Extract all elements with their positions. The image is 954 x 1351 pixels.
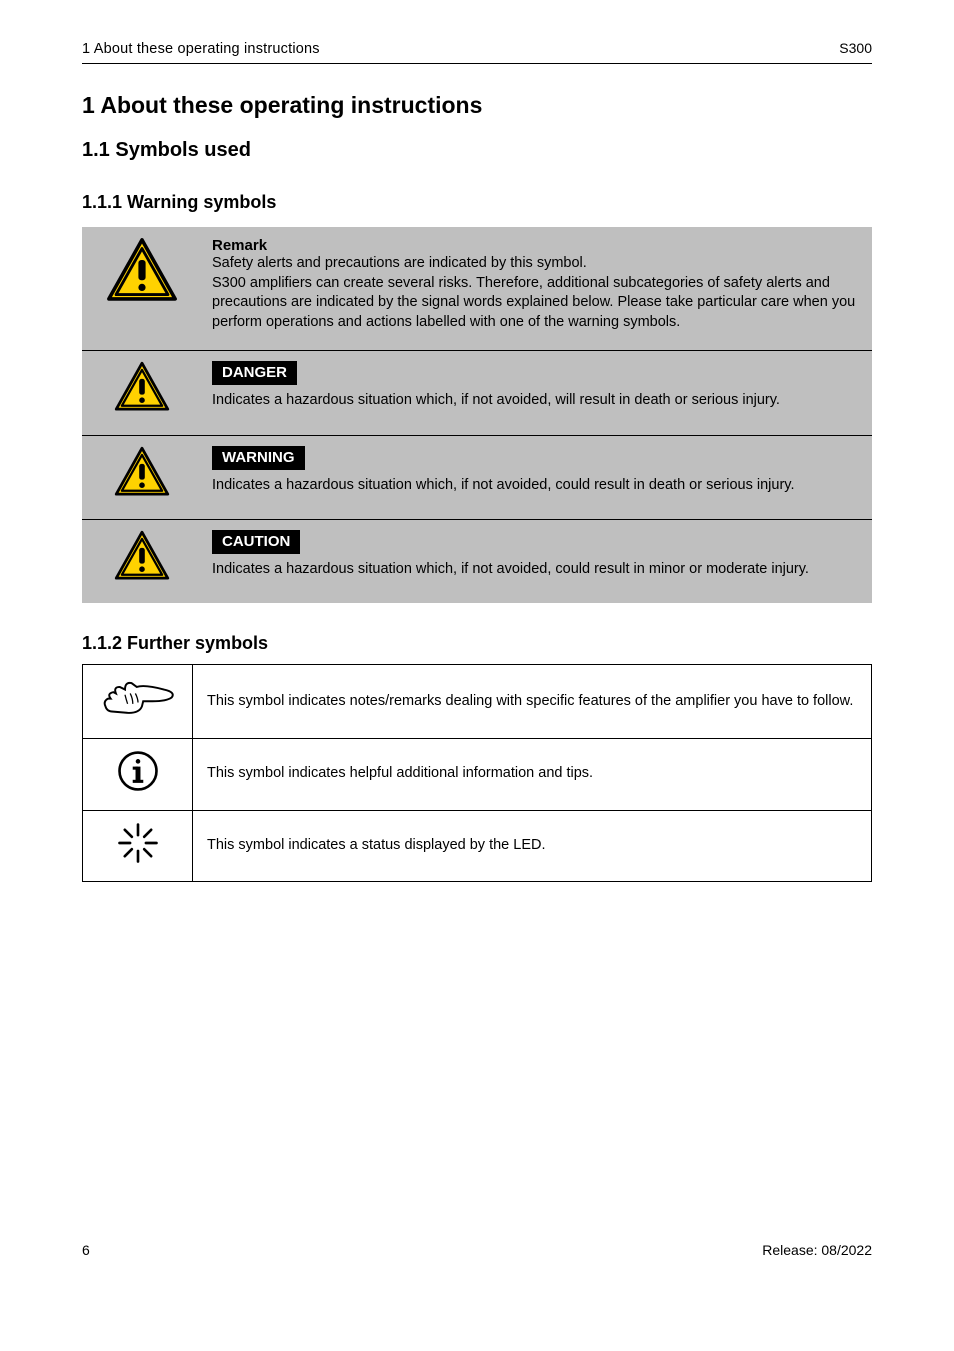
safety-row-title: Remark: [212, 237, 862, 254]
further-row: This symbol indicates notes/remarks deal…: [83, 665, 872, 739]
further-text-cell: This symbol indicates a status displayed…: [193, 810, 872, 882]
severity-badge: CAUTION: [212, 530, 300, 554]
safety-row: CAUTION Indicates a hazardous situation w…: [82, 520, 872, 604]
severity-badge: WARNING: [212, 446, 305, 470]
safety-table-body: RemarkSafety alerts and precautions are …: [82, 227, 872, 603]
safety-table: RemarkSafety alerts and precautions are …: [82, 227, 872, 603]
further-table: This symbol indicates notes/remarks deal…: [82, 664, 872, 882]
warning-triangle-icon: [114, 446, 170, 496]
safety-text-cell: CAUTION Indicates a hazardous situation w…: [202, 520, 872, 604]
further-text-cell: This symbol indicates notes/remarks deal…: [193, 665, 872, 739]
further-icon-cell: [83, 738, 193, 810]
info-icon: [116, 749, 160, 793]
further-text-cell: This symbol indicates helpful additional…: [193, 738, 872, 810]
severity-badge: DANGER: [212, 361, 297, 385]
subsection-title: 1.1 Symbols used: [82, 139, 872, 162]
further-heading: 1.1.2 Further symbols: [82, 633, 872, 654]
safety-text-cell: DANGER Indicates a hazardous situation wh…: [202, 351, 872, 435]
safety-icon-cell: [82, 435, 202, 519]
safety-text-cell: WARNING Indicates a hazardous situation w…: [202, 435, 872, 519]
header-left: 1 About these operating instructions: [82, 41, 320, 57]
section-title: 1 About these operating instructions: [82, 92, 872, 119]
further-row: This symbol indicates a status displayed…: [83, 810, 872, 882]
safety-icon-cell: [82, 520, 202, 604]
header-right: S300: [839, 40, 872, 56]
led-burst-icon: [116, 821, 160, 865]
safety-row-body: S300 amplifiers can create several risks…: [212, 274, 862, 333]
page-header: 1 About these operating instructions S30…: [82, 40, 872, 64]
safety-row-body: Indicates a hazardous situation which, i…: [212, 476, 862, 496]
safety-row: DANGER Indicates a hazardous situation wh…: [82, 351, 872, 435]
page-footer: 6 Release: 08/2022: [0, 1242, 954, 1298]
safety-row-body: Indicates a hazardous situation which, i…: [212, 560, 862, 580]
warning-triangle-icon: [114, 530, 170, 580]
safety-row-body: Indicates a hazardous situation which, i…: [212, 391, 862, 411]
further-icon-cell: [83, 665, 193, 739]
warning-triangle-icon: [114, 361, 170, 411]
safety-row: RemarkSafety alerts and precautions are …: [82, 227, 872, 351]
safety-icon-cell: [82, 227, 202, 351]
safety-text-cell: RemarkSafety alerts and precautions are …: [202, 227, 872, 351]
footer-right: Release: 08/2022: [762, 1242, 872, 1258]
warning-triangle-icon: [106, 237, 178, 302]
further-row: This symbol indicates helpful additional…: [83, 738, 872, 810]
hand-pointing-icon: [99, 675, 177, 721]
further-icon-cell: [83, 810, 193, 882]
safety-row: WARNING Indicates a hazardous situation w…: [82, 435, 872, 519]
safety-row-body: Safety alerts and precautions are indica…: [212, 254, 862, 274]
further-table-body: This symbol indicates notes/remarks deal…: [83, 665, 872, 882]
warning-heading: 1.1.1 Warning symbols: [82, 192, 872, 213]
footer-left: 6: [82, 1242, 90, 1258]
safety-icon-cell: [82, 351, 202, 435]
